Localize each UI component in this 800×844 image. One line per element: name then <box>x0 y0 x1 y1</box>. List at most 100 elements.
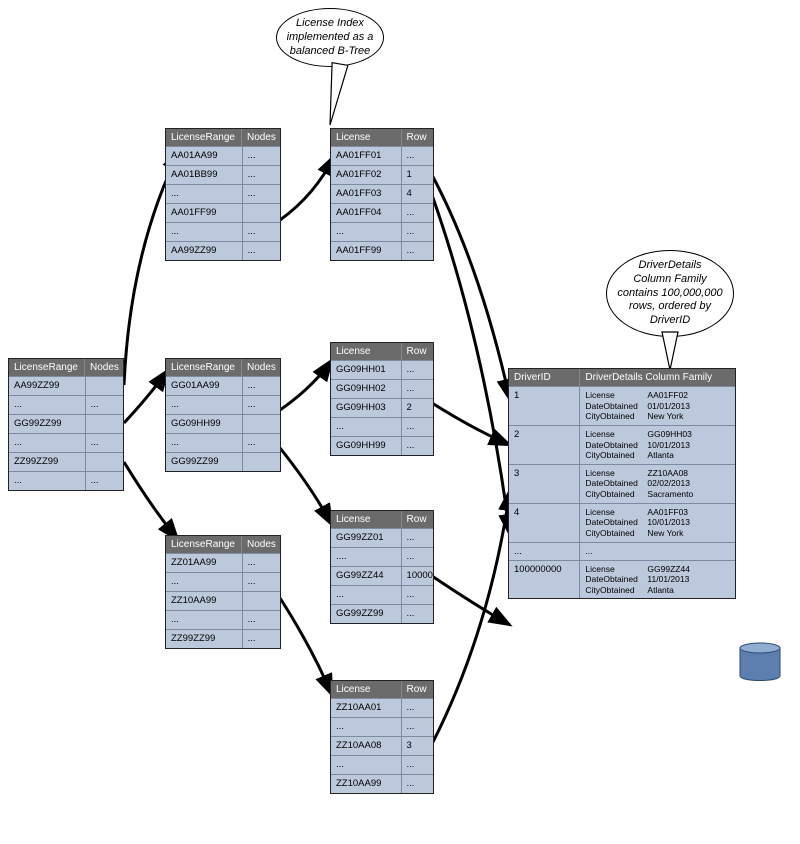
detail-value: New York <box>647 411 683 422</box>
detail-kv: LicenseGG09HH03 <box>585 429 730 440</box>
driver-row: 4LicenseAA01FF03DateObtained10/01/2013Ci… <box>509 503 735 542</box>
driver-header: DriverIDDriverDetails Column Family <box>509 369 735 386</box>
header-cell: LicenseRange <box>9 359 85 376</box>
detail-kv: LicenseZZ10AA08 <box>585 468 730 479</box>
cell: AA99ZZ99 <box>166 242 243 260</box>
cell: ... <box>243 185 280 203</box>
driver-id-cell: ... <box>509 543 580 560</box>
table-header: LicenseRow <box>331 343 433 360</box>
callout-line: Column Family <box>633 273 706 285</box>
detail-kv: ... <box>585 546 730 557</box>
table-header: LicenseRangeNodes <box>166 129 280 146</box>
cell: ... <box>166 434 243 452</box>
cell: AA99ZZ99 <box>9 377 86 395</box>
table-row: GG99ZZ01... <box>331 528 433 547</box>
detail-value: 10/01/2013 <box>647 517 690 528</box>
cell: ... <box>402 529 433 547</box>
cell: GG99ZZ01 <box>331 529 402 547</box>
header-cell: Nodes <box>242 359 280 376</box>
cell: ... <box>331 223 402 241</box>
header-cell: Nodes <box>242 536 280 553</box>
cell: ZZ99ZZ99 <box>166 630 243 648</box>
detail-kv: LicenseAA01FF03 <box>585 507 730 518</box>
table-row: ...... <box>331 417 433 436</box>
database-cylinder-icon <box>740 644 780 680</box>
driver-id-cell: 3 <box>509 465 580 503</box>
cell: ... <box>402 361 433 379</box>
detail-value: 10/01/2013 <box>647 440 690 451</box>
header-cell: Row <box>402 681 433 698</box>
cell: ... <box>402 223 433 241</box>
cell: ... <box>402 718 433 736</box>
table-row: GG01AA99... <box>166 376 280 395</box>
detail-kv: DateObtained10/01/2013 <box>585 440 730 451</box>
table-row: ...... <box>166 184 280 203</box>
detail-kv: DateObtained10/01/2013 <box>585 517 730 528</box>
header-cell: Row <box>402 129 433 146</box>
cell <box>243 453 280 471</box>
detail-value: Atlanta <box>647 450 673 461</box>
cell: ... <box>402 586 433 604</box>
driver-row: ...... <box>509 542 735 560</box>
cell: GG09HH02 <box>331 380 402 398</box>
cell: ZZ10AA01 <box>331 699 402 717</box>
table-row: ...... <box>166 610 280 629</box>
cell: AA01BB99 <box>166 166 243 184</box>
arrow <box>124 462 178 540</box>
cell: ... <box>166 396 243 414</box>
callout-btree: License Indeximplemented as abalanced B-… <box>260 8 400 67</box>
cell: ZZ10AA08 <box>331 737 402 755</box>
driver-detail-cell: LicenseAA01FF03DateObtained10/01/2013Cit… <box>580 504 735 542</box>
table-mid_a: LicenseRangeNodesAA01AA99...AA01BB99....… <box>165 128 281 261</box>
detail-kv: DateObtained02/02/2013 <box>585 478 730 489</box>
cell: ... <box>243 396 280 414</box>
driver-id-cell: 1 <box>509 387 580 425</box>
header-cell: DriverID <box>509 369 580 386</box>
table-body: ZZ10AA01.........ZZ10AA083......ZZ10AA99… <box>331 698 433 793</box>
detail-key: DateObtained <box>585 401 647 412</box>
driver-row: 3LicenseZZ10AA08DateObtained02/02/2013Ci… <box>509 464 735 503</box>
cell: 4 <box>402 185 433 203</box>
table-row: AA01FF021 <box>331 165 433 184</box>
callout-driver: DriverDetailsColumn Familycontains 100,0… <box>586 250 754 337</box>
table-root: LicenseRangeNodesAA99ZZ99......GG99ZZ99.… <box>8 358 124 491</box>
driver-detail-cell: ... <box>580 543 735 560</box>
cell: ... <box>243 242 280 260</box>
cell: ... <box>402 147 433 165</box>
driver-details-table: DriverIDDriverDetails Column Family1Lice… <box>508 368 736 599</box>
cell: ... <box>402 756 433 774</box>
cell: ZZ99ZZ99 <box>9 453 86 471</box>
driver-detail-cell: LicenseAA01FF02DateObtained01/01/2013Cit… <box>580 387 735 425</box>
callout-line: rows, ordered by <box>629 300 711 312</box>
table-row: ....... <box>331 547 433 566</box>
cell: ... <box>86 396 123 414</box>
cell: ... <box>402 775 433 793</box>
cell: ... <box>166 611 243 629</box>
cell: GG09HH99 <box>331 437 402 455</box>
cell: AA01FF04 <box>331 204 402 222</box>
cell <box>243 204 280 222</box>
detail-kv: DateObtained11/01/2013 <box>585 574 730 585</box>
cell: ... <box>331 756 402 774</box>
table-row: ...... <box>9 433 123 452</box>
table-row: AA01FF04... <box>331 203 433 222</box>
table-row: AA01AA99... <box>166 146 280 165</box>
cell: AA01FF03 <box>331 185 402 203</box>
callout-line: License Index <box>296 17 364 29</box>
table-leaf_zz: LicenseRowZZ10AA01.........ZZ10AA083....… <box>330 680 434 794</box>
table-body: GG01AA99.........GG09HH99......GG99ZZ99 <box>166 376 280 471</box>
cell: ... <box>243 147 280 165</box>
cell: AA01AA99 <box>166 147 243 165</box>
table-header: LicenseRangeNodes <box>166 359 280 376</box>
callout-btree-bubble: License Indeximplemented as abalanced B-… <box>276 8 385 67</box>
table-row: ...... <box>166 572 280 591</box>
diagram-stage: License Indeximplemented as abalanced B-… <box>0 0 800 844</box>
detail-kv: LicenseAA01FF02 <box>585 390 730 401</box>
cell: .... <box>331 548 402 566</box>
table-leaf_aa: LicenseRowAA01FF01...AA01FF021AA01FF034A… <box>330 128 434 261</box>
header-cell: LicenseRange <box>166 359 242 376</box>
header-cell: License <box>331 511 402 528</box>
header-cell: Nodes <box>85 359 123 376</box>
detail-key: DateObtained <box>585 478 647 489</box>
cell <box>86 377 123 395</box>
